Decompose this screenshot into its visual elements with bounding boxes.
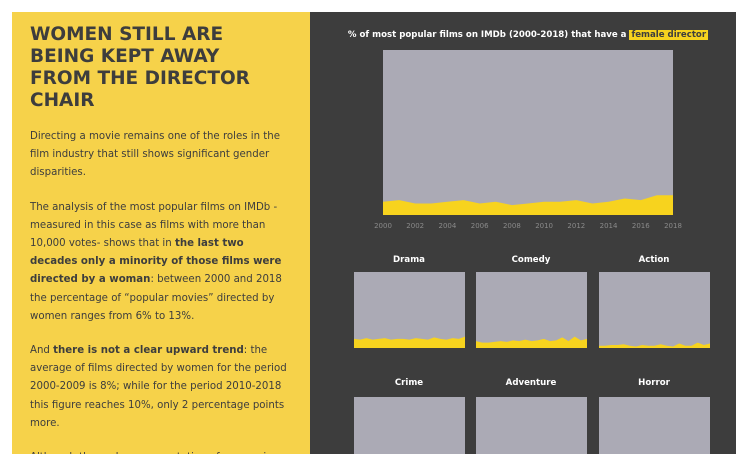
chart-title-text: Comedy xyxy=(511,255,551,265)
plot-background xyxy=(383,50,673,215)
bold-text: the last two decades only a minority of … xyxy=(30,238,282,286)
x-tick-label: 2008 xyxy=(503,222,521,230)
area xyxy=(599,342,710,348)
chart-title: Comedy xyxy=(331,255,731,265)
chart-title-text: % of most popular films on IMDb (2000-20… xyxy=(347,30,630,40)
chart-title-text: Action xyxy=(638,255,670,265)
chart-title-text: Drama xyxy=(393,255,425,265)
x-tick-label: 2014 xyxy=(600,222,618,230)
page-title: WOMEN STILL ARE BEING KEPT AWAY FROM THE… xyxy=(30,24,250,111)
chart-panel: 2000 2002 2004 2006 2008 2010 2012 2014 2016 2018… xyxy=(310,12,736,454)
plot-background xyxy=(476,272,587,348)
x-tick-label: 2018 xyxy=(664,222,682,230)
x-tick-label: 2012 xyxy=(567,222,585,230)
x-tick-label: 2016 xyxy=(632,222,650,230)
plot-background xyxy=(599,397,710,454)
area xyxy=(383,195,673,215)
paragraph: Directing a movie remains one of the rol… xyxy=(30,128,292,183)
text-panel: WOMEN STILL ARE BEING KEPT AWAY FROM THE… xyxy=(12,12,310,454)
x-tick-label: 2000 xyxy=(374,222,392,230)
area xyxy=(354,336,465,348)
text: : the average of films directed by women… xyxy=(30,345,287,429)
paragraph: Although the under-representation of wom… xyxy=(30,449,292,454)
chart-title: Action xyxy=(454,255,736,265)
plot-background xyxy=(354,272,465,348)
x-tick-label: 2004 xyxy=(439,222,457,230)
text: And xyxy=(30,345,54,357)
plot-background xyxy=(354,397,465,454)
chart-title-text: Horror xyxy=(638,378,670,388)
text: Directing a movie remains one of the rol… xyxy=(30,131,281,179)
chart-title-text: Adventure xyxy=(505,378,557,388)
paragraph: The analysis of the most popular films o… xyxy=(30,199,292,326)
text: : between 2000 and 2018 the percentage o… xyxy=(30,274,282,322)
plot-background xyxy=(599,272,710,348)
paragraphs: Directing a movie remains one of the rol… xyxy=(30,128,292,454)
chart-title: Drama xyxy=(310,255,609,265)
chart-title: Crime xyxy=(310,378,609,388)
chart-title-highlight: female director xyxy=(629,30,709,40)
chart-title: % of most popular films on IMDb (2000-20… xyxy=(328,30,728,40)
chart-title: Horror xyxy=(454,378,736,388)
x-tick-label: 2006 xyxy=(471,222,489,230)
plot-background xyxy=(476,397,587,454)
chart-title-text: Crime xyxy=(394,378,424,388)
area xyxy=(476,336,587,348)
x-tick-label: 2010 xyxy=(535,222,553,230)
charts: 2000 2002 2004 2006 2008 2010 2012 2014 2016 2018 xyxy=(354,50,710,454)
text: Although the under-representation of wom… xyxy=(30,452,272,454)
text: The analysis of the most popular films o… xyxy=(30,201,278,250)
bold-text: there is not a clear upward trend xyxy=(53,345,244,357)
paragraph: And there is not a clear upward trend: t… xyxy=(30,342,292,433)
x-tick-label: 2002 xyxy=(406,222,424,230)
chart-title: Adventure xyxy=(331,378,731,388)
